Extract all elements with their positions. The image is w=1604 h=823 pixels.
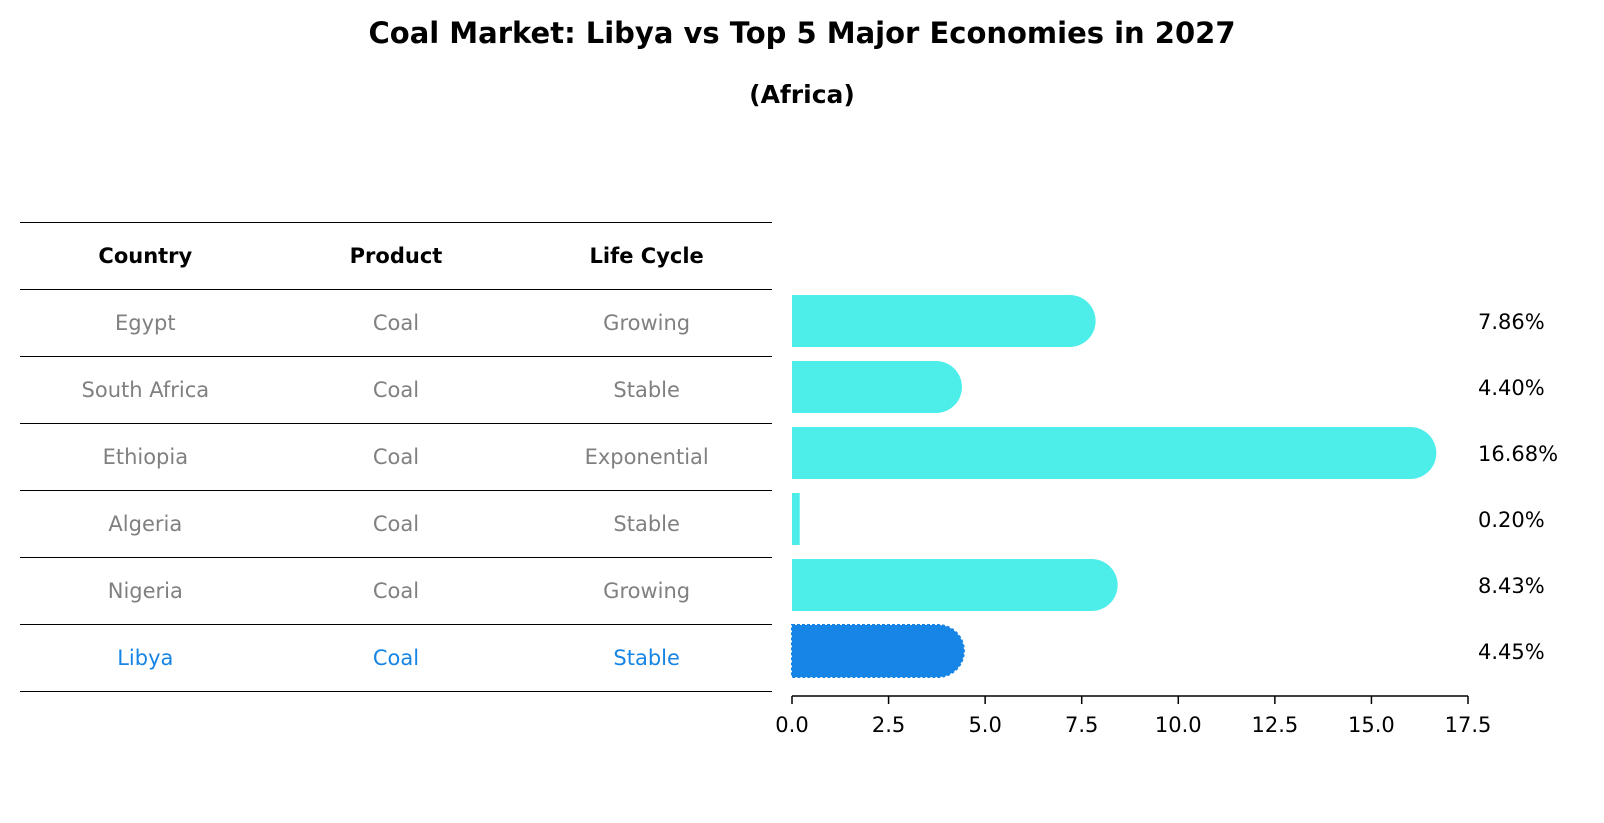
x-tick-label: 17.5 (1445, 713, 1492, 737)
table-row-highlighted: Libya Coal Stable (20, 624, 772, 692)
cell-life-cycle: Stable (521, 624, 772, 692)
bar-egypt (792, 295, 1096, 347)
cell-product: Coal (270, 490, 522, 558)
comparison-table: Country Product Life Cycle Egypt Coal Gr… (20, 222, 772, 692)
value-label-libya: 4.45% (1478, 640, 1545, 664)
column-header-product: Product (270, 222, 522, 290)
cell-country: Ethiopia (20, 423, 271, 491)
cell-life-cycle: Stable (521, 490, 772, 558)
cell-country: Nigeria (20, 557, 271, 625)
table-row: South Africa Coal Stable (20, 356, 772, 424)
cell-life-cycle: Exponential (521, 423, 772, 491)
column-header-life-cycle: Life Cycle (521, 222, 772, 290)
column-header-country: Country (20, 222, 271, 290)
cell-product: Coal (270, 624, 522, 692)
cell-life-cycle: Stable (521, 356, 772, 424)
bar-libya (791, 624, 965, 678)
cell-product: Coal (270, 289, 522, 357)
cell-country: Algeria (20, 490, 271, 558)
value-label-egypt: 7.86% (1478, 310, 1545, 334)
cell-life-cycle: Growing (521, 557, 772, 625)
x-tick-label: 5.0 (968, 713, 1001, 737)
cell-life-cycle: Growing (521, 289, 772, 357)
x-tick-label: 2.5 (872, 713, 905, 737)
x-tick-label: 15.0 (1348, 713, 1395, 737)
x-tick-label: 0.0 (775, 713, 808, 737)
value-label-south-africa: 4.40% (1478, 376, 1545, 400)
cell-product: Coal (270, 557, 522, 625)
chart-title: Coal Market: Libya vs Top 5 Major Econom… (368, 16, 1236, 50)
x-tick-label: 7.5 (1065, 713, 1098, 737)
bar-south-africa (792, 361, 962, 413)
table-row: Egypt Coal Growing (20, 289, 772, 357)
value-label-ethiopia: 16.68% (1478, 442, 1558, 466)
table-row: Ethiopia Coal Exponential (20, 423, 772, 491)
cell-country: Libya (20, 624, 271, 692)
bar-ethiopia (792, 427, 1437, 479)
table-header-row: Country Product Life Cycle (20, 222, 772, 290)
x-tick-label: 12.5 (1251, 713, 1298, 737)
chart-subtitle: (Africa) (749, 80, 855, 109)
bar-nigeria (792, 559, 1118, 611)
table-row: Algeria Coal Stable (20, 490, 772, 558)
value-label-algeria: 0.20% (1478, 508, 1545, 532)
cell-product: Coal (270, 356, 522, 424)
cell-country: Egypt (20, 289, 271, 357)
x-tick-label: 10.0 (1155, 713, 1202, 737)
table-row: Nigeria Coal Growing (20, 557, 772, 625)
value-label-nigeria: 8.43% (1478, 574, 1545, 598)
cell-product: Coal (270, 423, 522, 491)
bar-algeria (792, 493, 800, 545)
cell-country: South Africa (20, 356, 271, 424)
